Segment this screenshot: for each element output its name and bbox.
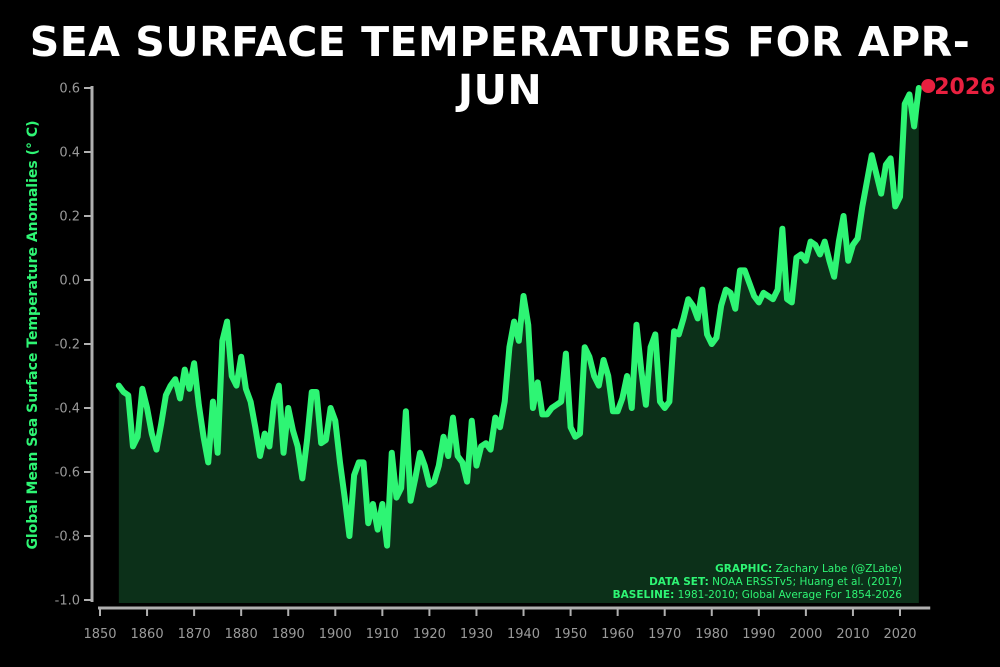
x-tick-label: 1970 bbox=[648, 627, 681, 642]
y-tick-label: -0.6 bbox=[55, 466, 80, 481]
credit-key: DATA SET: bbox=[649, 576, 709, 588]
credit-text: 1981-2010; Global Average For 1854-2026 bbox=[674, 589, 902, 601]
credits-block: GRAPHIC: Zachary Labe (@ZLabe)DATA SET: … bbox=[613, 563, 903, 601]
credit-line: DATA SET: NOAA ERSSTv5; Huang et al. (20… bbox=[649, 576, 902, 588]
y-tick-label: 0.4 bbox=[59, 146, 80, 161]
x-tick-label: 1990 bbox=[742, 627, 775, 642]
y-tick-label: 0.2 bbox=[59, 210, 80, 225]
credit-text: Zachary Labe (@ZLabe) bbox=[772, 563, 902, 575]
x-tick-label: 1950 bbox=[554, 627, 587, 642]
plot-area: 2026 bbox=[115, 75, 995, 603]
series-line bbox=[115, 85, 922, 549]
chart-title: SEA SURFACE TEMPERATURES FOR APR-JUN bbox=[29, 18, 971, 114]
area-fill bbox=[118, 88, 919, 603]
credit-text: NOAA ERSSTv5; Huang et al. (2017) bbox=[709, 576, 902, 588]
x-tick-label: 1850 bbox=[83, 627, 116, 642]
credit-line: BASELINE: 1981-2010; Global Average For … bbox=[613, 589, 903, 601]
x-tick-label: 1880 bbox=[225, 627, 258, 642]
credit-key: GRAPHIC: bbox=[715, 563, 772, 575]
x-tick-label: 1910 bbox=[366, 627, 399, 642]
x-tick-label: 1930 bbox=[460, 627, 493, 642]
x-tick-label: 1870 bbox=[178, 627, 211, 642]
credit-line: GRAPHIC: Zachary Labe (@ZLabe) bbox=[715, 563, 902, 575]
x-tick-label: 1940 bbox=[507, 627, 540, 642]
x-tick-label: 1860 bbox=[131, 627, 164, 642]
y-tick-label: -0.2 bbox=[55, 338, 80, 353]
x-tick-label: 2010 bbox=[836, 627, 869, 642]
x-tick-label: 1960 bbox=[601, 627, 634, 642]
y-tick-label: -0.8 bbox=[55, 530, 80, 545]
x-tick-label: 1980 bbox=[695, 627, 728, 642]
y-tick-label: 0.0 bbox=[59, 274, 80, 289]
y-tick-label: 0.6 bbox=[59, 82, 80, 97]
highlight-point bbox=[921, 79, 936, 93]
x-tick-label: 2020 bbox=[883, 627, 916, 642]
y-tick-label: -0.4 bbox=[55, 402, 80, 417]
highlight-label: 2026 bbox=[934, 75, 995, 100]
x-tick-label: 1900 bbox=[319, 627, 352, 642]
x-tick-label: 1890 bbox=[272, 627, 305, 642]
credit-key: BASELINE: bbox=[613, 589, 675, 601]
axes: -1.0 -0.8 -0.6 -0.4 -0.2 0.0 0.2 0.4 0.6 1850 1860… bbox=[55, 82, 931, 642]
x-tick-label: 2000 bbox=[789, 627, 822, 642]
y-tick-label: -1.0 bbox=[55, 594, 80, 609]
x-tick-label: 1920 bbox=[413, 627, 446, 642]
